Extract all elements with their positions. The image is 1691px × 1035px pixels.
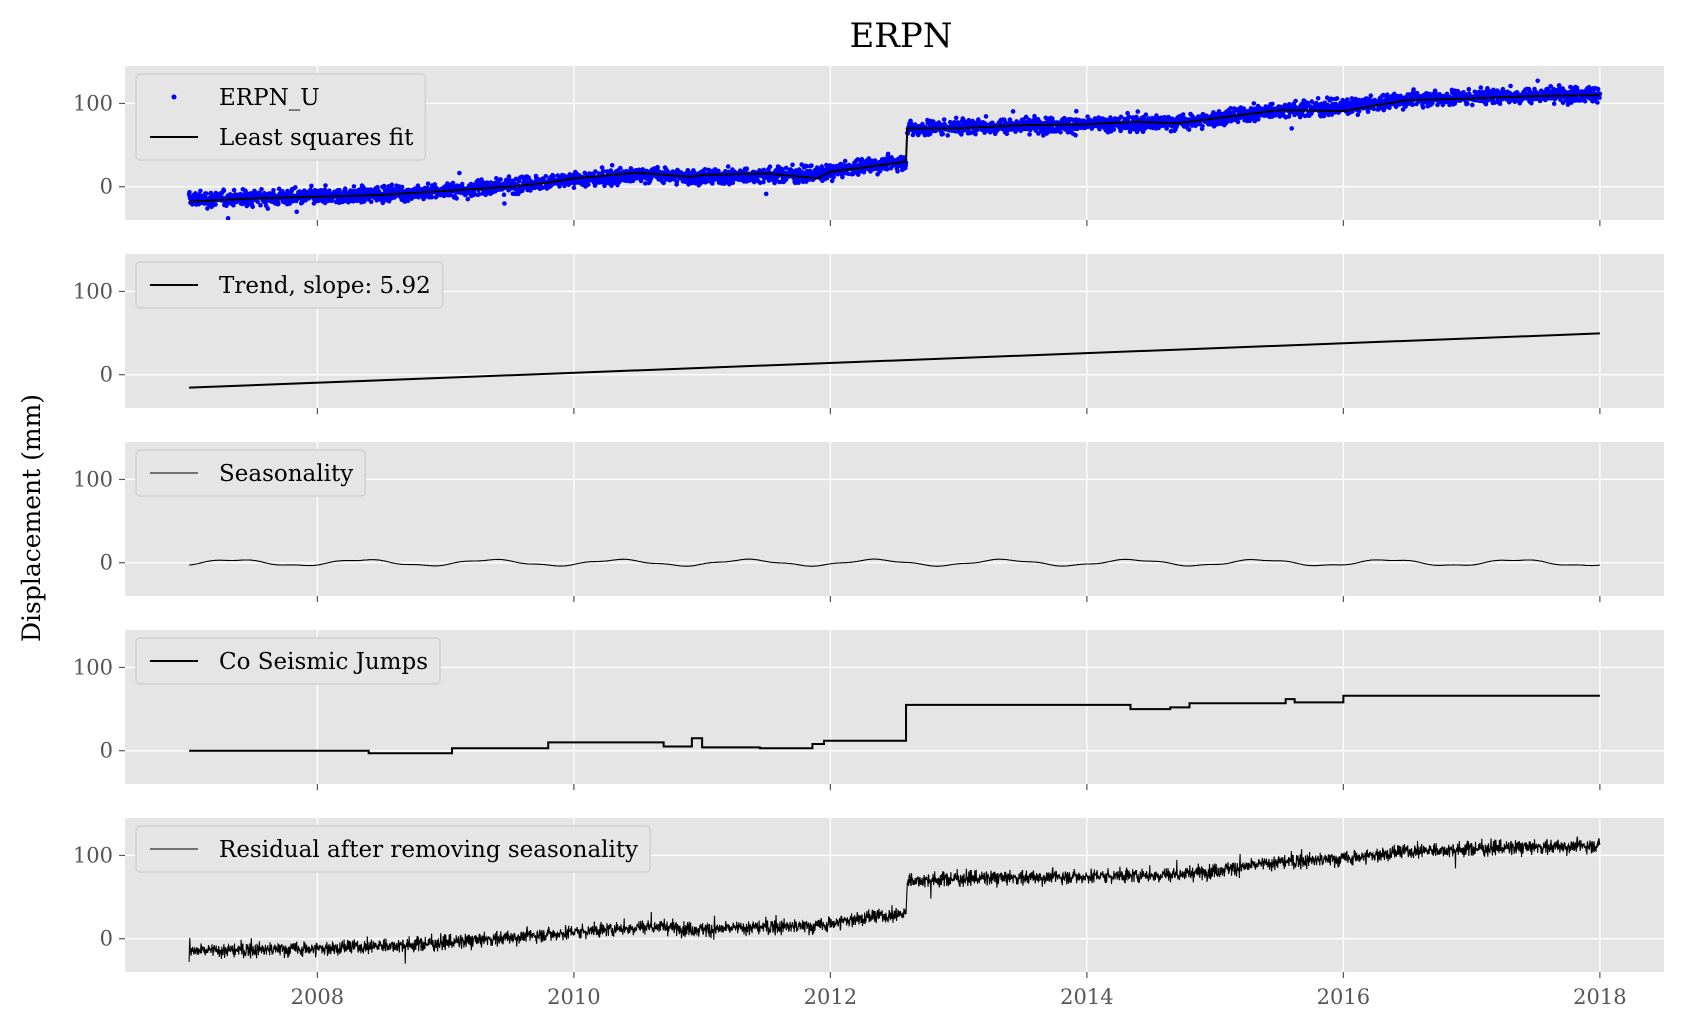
series-group — [189, 558, 1600, 567]
x-tick-label: 2010 — [547, 985, 600, 1009]
y-tick-label: 100 — [73, 467, 113, 491]
x-tick-label: 2018 — [1573, 985, 1626, 1009]
legend: Co Seismic Jumps — [135, 637, 441, 685]
series-group — [189, 332, 1600, 389]
legend-label: ERPN_U — [219, 85, 320, 111]
legend-box — [135, 449, 366, 497]
y-tick-label: 0 — [100, 175, 113, 199]
subplot-panel: 0 100 Trend, slope: 5.92 — [73, 254, 1664, 414]
series-group — [188, 836, 1601, 964]
legend: Trend, slope: 5.92 — [135, 261, 444, 309]
legend-box — [135, 73, 426, 161]
y-tick-label: 0 — [100, 551, 113, 575]
chart-title: ERPN — [849, 16, 952, 56]
y-tick-label: 0 — [100, 739, 113, 763]
legend-label: Trend, slope: 5.92 — [219, 273, 431, 299]
plot-area — [125, 442, 1664, 596]
x-tick-label: 2016 — [1317, 985, 1370, 1009]
seasonality-line — [189, 558, 1600, 567]
y-tick-label: 0 — [100, 927, 113, 951]
y-tick-label: 100 — [73, 843, 113, 867]
series-group — [186, 78, 1603, 220]
legend-box — [135, 825, 651, 873]
subplot-stack: 0 100 ERPN_U Least squares fit 0 100 Trend, sl… — [73, 66, 1664, 1009]
subplot-panel: 0 100 2008 2010 2012 2014 2016 2018 Residual aft… — [73, 818, 1664, 1009]
legend: ERPN_U Least squares fit — [135, 73, 426, 161]
legend-box — [135, 261, 444, 309]
fit-line — [189, 94, 1600, 203]
legend-marker — [171, 94, 177, 100]
subplot-panel: 0 100 Co Seismic Jumps — [73, 630, 1664, 790]
y-tick-label: 100 — [73, 655, 113, 679]
y-tick-label: 100 — [73, 279, 113, 303]
trend-line — [189, 332, 1600, 389]
legend-label: Seasonality — [219, 461, 353, 487]
x-tick-label: 2008 — [291, 985, 344, 1009]
jump-step-line — [189, 694, 1600, 755]
legend-label: Residual after removing seasonality — [219, 837, 638, 863]
legend-label: Least squares fit — [219, 125, 414, 151]
x-tick-label: 2014 — [1060, 985, 1113, 1009]
y-tick-label: 0 — [100, 363, 113, 387]
series-group — [189, 694, 1600, 755]
legend-label: Co Seismic Jumps — [219, 649, 428, 675]
subplot-panel: 0 100 Seasonality — [73, 442, 1664, 602]
legend: Residual after removing seasonality — [135, 825, 651, 873]
y-tick-label: 100 — [73, 91, 113, 115]
legend-box — [135, 637, 441, 685]
x-tick-label: 2012 — [804, 985, 857, 1009]
subplot-panel: 0 100 ERPN_U Least squares fit — [73, 66, 1664, 226]
legend: Seasonality — [135, 449, 366, 497]
residual-line — [188, 836, 1601, 964]
y-axis-label: Displacement (mm) — [17, 394, 46, 642]
